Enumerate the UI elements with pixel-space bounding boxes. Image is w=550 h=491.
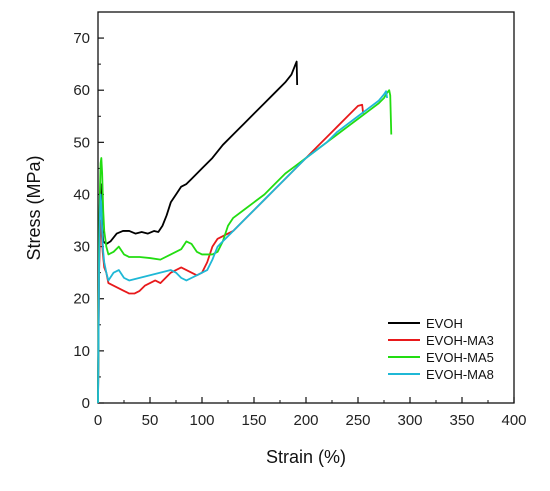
x-tick-label: 250 xyxy=(345,412,370,429)
x-tick-label: 50 xyxy=(142,412,159,429)
x-axis: 0 50 100 150 200 250 300 350 400 xyxy=(94,397,527,429)
y-tick-label: 70 xyxy=(73,30,90,47)
series-line-evoh-ma3 xyxy=(97,103,365,404)
series-layer xyxy=(97,60,393,404)
y-tick-label: 50 xyxy=(73,134,90,151)
series-line-evoh-ma5 xyxy=(97,89,393,404)
y-tick-label: 20 xyxy=(73,291,90,308)
x-tick-label: 150 xyxy=(241,412,266,429)
y-tick-label: 30 xyxy=(73,239,90,256)
legend-label: EVOH xyxy=(426,316,463,331)
x-tick-label: 350 xyxy=(449,412,474,429)
x-tick-label: 300 xyxy=(397,412,422,429)
legend-label: EVOH-MA5 xyxy=(426,350,494,365)
y-axis-title: Stress (MPa) xyxy=(24,155,44,260)
x-axis-title: Strain (%) xyxy=(266,447,346,467)
series-line-evoh-ma8 xyxy=(97,90,389,404)
x-tick-label: 100 xyxy=(189,412,214,429)
legend-label: EVOH-MA3 xyxy=(426,333,494,348)
y-axis: 0 10 20 30 40 50 60 70 xyxy=(73,11,104,412)
y-tick-label: 40 xyxy=(73,186,90,203)
series-line-evoh xyxy=(97,60,299,404)
y-tick-label: 60 xyxy=(73,82,90,99)
legend: EVOH EVOH-MA3 EVOH-MA5 EVOH-MA8 xyxy=(388,316,494,382)
legend-label: EVOH-MA8 xyxy=(426,367,494,382)
x-tick-label: 200 xyxy=(293,412,318,429)
y-tick-label: 10 xyxy=(73,343,90,360)
x-tick-label: 400 xyxy=(501,412,526,429)
y-tick-label: 0 xyxy=(82,395,90,412)
x-tick-label: 0 xyxy=(94,412,102,429)
